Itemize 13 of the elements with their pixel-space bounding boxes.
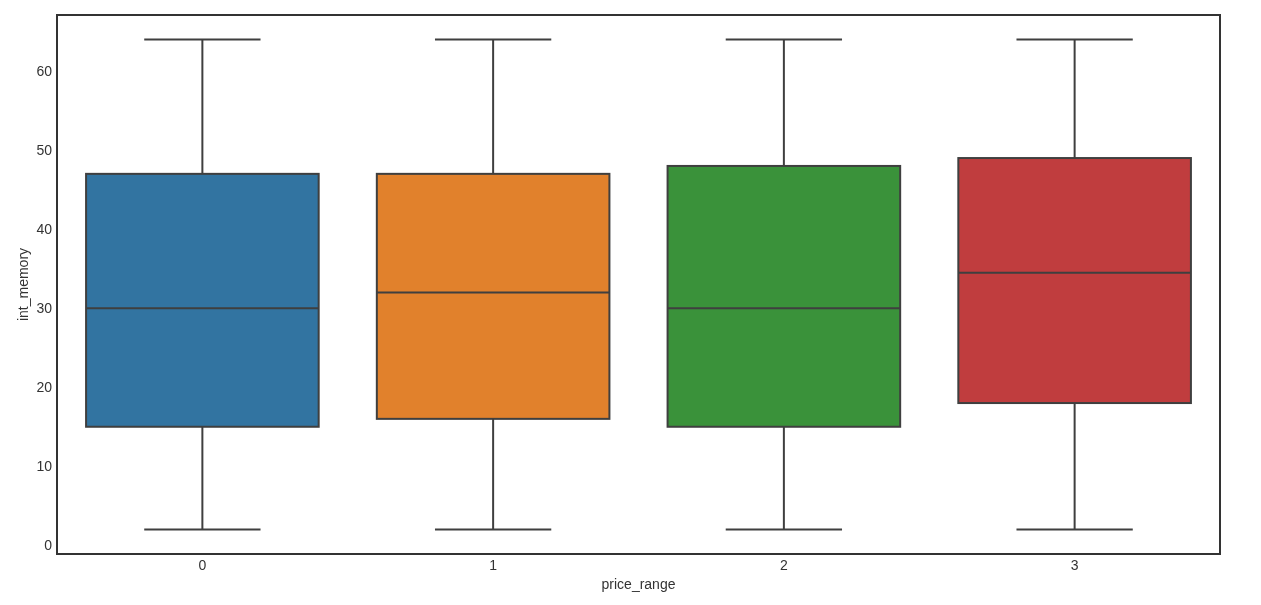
y-tick-label: 40 bbox=[36, 221, 53, 238]
x-tick-label: 0 bbox=[198, 557, 207, 573]
y-axis-title: int_memory bbox=[15, 247, 31, 322]
y-tick-label: 50 bbox=[36, 142, 53, 159]
y-tick-label: 0 bbox=[44, 537, 53, 554]
x-tick-label: 2 bbox=[779, 557, 788, 573]
y-tick-label: 10 bbox=[36, 458, 53, 475]
y-tick-label: 30 bbox=[36, 300, 53, 317]
y-tick-label: 60 bbox=[36, 63, 53, 80]
y-tick-label: 20 bbox=[36, 379, 53, 396]
x-tick-label: 1 bbox=[489, 557, 498, 573]
x-axis-title: price_range bbox=[601, 576, 676, 592]
x-tick-label: 3 bbox=[1070, 557, 1079, 573]
